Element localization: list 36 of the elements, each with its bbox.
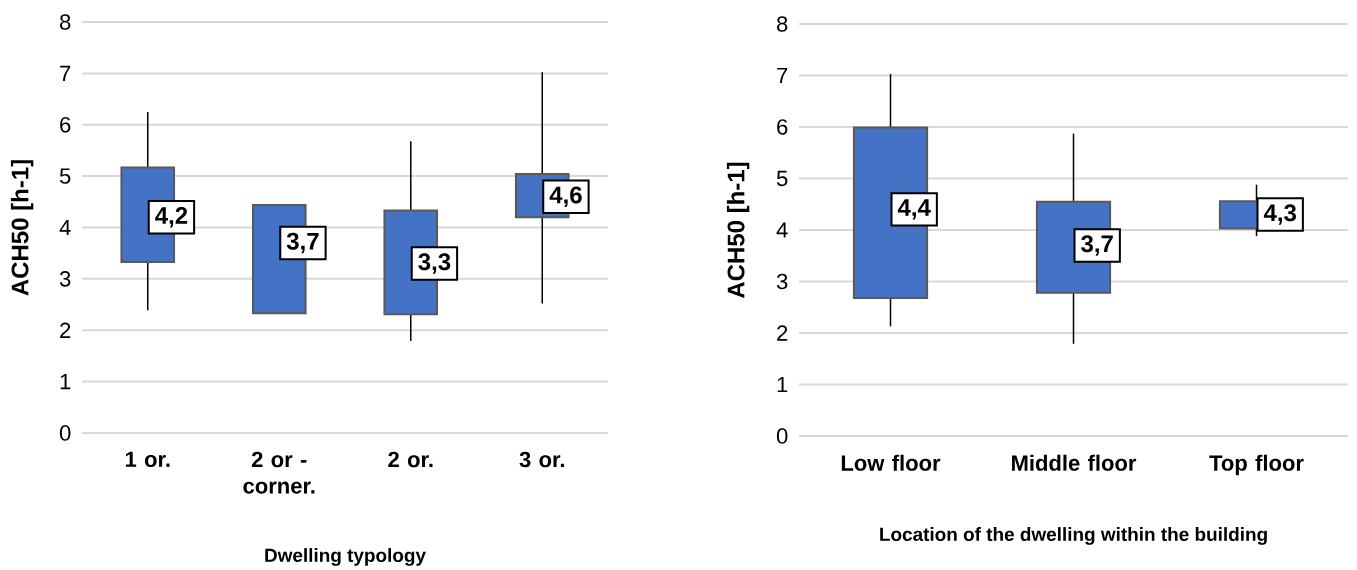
annotation: 3,7 [1081, 235, 1113, 256]
y-axis-title: ACH50 [h-1] [726, 162, 750, 298]
y-tick-label: 2 [777, 325, 788, 341]
y-tick-label: 4 [59, 219, 71, 235]
y-tick-label: 1 [60, 373, 71, 390]
x-axis-title: Dwelling typology [265, 547, 426, 566]
y-tick-label: 0 [59, 425, 71, 441]
y-tick-label: 0 [776, 428, 788, 444]
y-axis-title: ACH50 [h-1] [10, 160, 34, 296]
x-tick-label: Middle floor [1012, 454, 1137, 471]
y-tick-label: 2 [60, 322, 71, 338]
annotation: 4,6 [549, 186, 582, 207]
x-tick-label: Top floor [1209, 454, 1304, 476]
y-tick-label: 7 [777, 67, 788, 83]
y-tick-label: 5 [59, 168, 71, 184]
y-tick-label: 3 [776, 273, 788, 290]
y-tick-label: 7 [60, 65, 71, 81]
x-tick-label: 1 or. [125, 451, 170, 467]
y-tick-label: 1 [777, 376, 788, 392]
x-tick-label: Low floor [841, 454, 941, 471]
y-tick-label: 6 [777, 119, 788, 135]
annotation: 3,7 [286, 232, 319, 254]
annotation: 4,2 [155, 206, 188, 228]
y-tick-label: 4 [776, 222, 788, 238]
annotation: 4,4 [897, 199, 931, 220]
y-tick-label: 3 [59, 270, 71, 287]
annotation: 3,3 [418, 253, 451, 274]
x-tick-label: 2 or - corner. [243, 451, 315, 494]
x-tick-label: 2 or. [388, 451, 433, 468]
x-axis-title: Location of the dwelling within the building [880, 526, 1267, 545]
y-tick-label: 8 [777, 16, 788, 32]
y-tick-label: 5 [776, 170, 788, 187]
y-tick-label: 8 [60, 14, 71, 30]
annotation: 4,3 [1263, 204, 1296, 225]
x-tick-label: 3 or. [519, 451, 564, 468]
y-tick-label: 6 [60, 116, 71, 133]
